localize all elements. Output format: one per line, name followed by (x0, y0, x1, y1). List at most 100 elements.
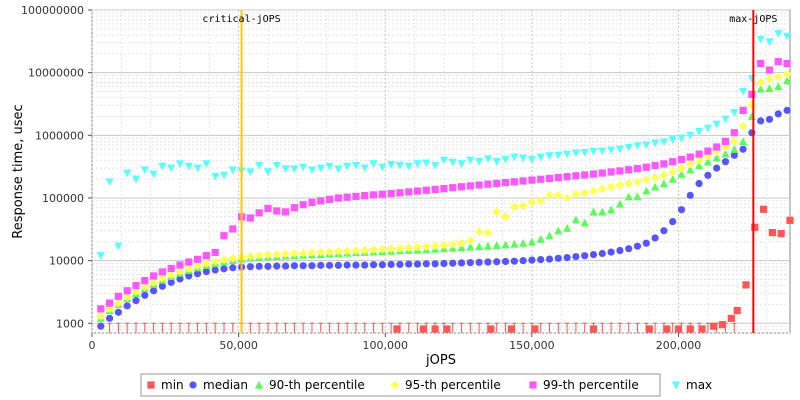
data-point-95-th-percentile (421, 242, 431, 251)
data-point-max (677, 134, 686, 143)
data-point-95-th-percentile (765, 74, 774, 84)
data-point-95-th-percentile (439, 240, 449, 250)
data-point-95-th-percentile (386, 244, 396, 254)
data-point-99-th-percentile (748, 90, 756, 98)
data-point-90-th-percentile (703, 157, 712, 166)
data-point-99-th-percentile (369, 191, 378, 199)
marker-lines: critical-jOPS max-jOPS (202, 10, 777, 333)
data-point-90-th-percentile (624, 192, 633, 201)
data-point-max (193, 164, 202, 173)
data-point-min (431, 325, 439, 333)
data-point-99-th-percentile (387, 189, 395, 198)
data-point-95-th-percentile (413, 242, 422, 252)
x-tick-label: 100,000 (363, 339, 409, 352)
data-point-median (765, 115, 774, 123)
data-point-95-th-percentile (773, 72, 783, 82)
y-axis: 1000 10000 100000 1000000 10000000 100000000 (21, 4, 92, 330)
data-point-min (443, 325, 451, 333)
data-point-99-th-percentile (519, 177, 527, 185)
data-point-99-th-percentile (528, 176, 536, 184)
y-tick-label: 10000000 (28, 67, 84, 80)
x-tick-label: 0 (89, 339, 96, 352)
data-point-max (228, 166, 237, 175)
data-point-95-th-percentile (245, 251, 255, 261)
data-point-99-th-percentile (273, 207, 281, 215)
data-point-median (114, 308, 122, 316)
data-point-99-th-percentile (290, 204, 298, 212)
data-point-min (589, 325, 598, 333)
data-point-median (123, 302, 131, 310)
data-point-max (140, 166, 149, 175)
data-point-99-th-percentile (299, 201, 307, 209)
data-point-99-th-percentile (537, 175, 545, 183)
data-point-max (668, 136, 677, 144)
data-point-95-th-percentile (659, 170, 669, 180)
data-point-median (607, 248, 615, 256)
data-point-99-th-percentile (352, 192, 360, 200)
data-point-max (290, 165, 299, 174)
data-point-95-th-percentile (263, 250, 273, 260)
data-point-95-th-percentile (369, 245, 378, 255)
data-point-median (149, 287, 158, 295)
legend-label-95-th-percentile: 95-th percentile (405, 378, 501, 392)
data-point-95-th-percentile (448, 239, 458, 249)
data-point-max (325, 162, 334, 171)
data-point-median (704, 171, 712, 179)
data-point-median (537, 255, 545, 264)
data-point-median (158, 282, 166, 290)
data-point-max (272, 161, 281, 170)
legend-label-max: max (686, 378, 712, 392)
data-point-95-th-percentile (228, 253, 238, 263)
data-point-median (739, 145, 747, 153)
data-point-95-th-percentile (597, 184, 607, 194)
data-point-95-th-percentile (580, 188, 590, 198)
data-point-max (395, 161, 404, 170)
data-point-median (519, 257, 527, 265)
legend-swatch-95-th-percentile (390, 380, 400, 390)
data-point-95-th-percentile (289, 249, 299, 258)
data-point-max (246, 168, 255, 177)
data-point-99-th-percentile (484, 180, 492, 188)
data-point-90-th-percentile (607, 205, 616, 214)
data-point-max (387, 161, 396, 169)
data-point-99-th-percentile (167, 264, 175, 273)
data-point-median (457, 259, 466, 267)
data-point-median (308, 262, 316, 270)
data-point-median (193, 270, 202, 278)
data-point-max (739, 87, 748, 96)
data-point-max (351, 161, 360, 170)
data-point-99-th-percentile (633, 164, 642, 173)
data-point-median (528, 256, 536, 264)
data-point-median (176, 275, 184, 283)
data-point-90-th-percentile (642, 186, 651, 195)
data-point-min (760, 205, 768, 213)
legend-item-median: median (189, 378, 248, 392)
data-point-95-th-percentile (685, 159, 695, 169)
data-point-max (492, 158, 501, 166)
data-point-95-th-percentile (694, 155, 704, 165)
data-point-99-th-percentile (466, 182, 474, 190)
data-point-median (343, 261, 351, 269)
data-point-max (281, 165, 290, 174)
data-point-90-th-percentile (536, 234, 545, 243)
data-point-99-th-percentile (730, 129, 738, 137)
data-point-max (756, 35, 765, 44)
data-point-max (369, 160, 378, 169)
data-point-max (149, 170, 158, 179)
data-point-min (768, 229, 777, 237)
data-point-min (786, 216, 794, 224)
data-point-max (422, 159, 431, 168)
data-point-median (730, 151, 738, 159)
data-point-90-th-percentile (554, 226, 563, 235)
data-point-median (132, 297, 140, 305)
x-tick-label: 200,000 (656, 339, 702, 352)
data-point-max (466, 156, 475, 165)
series-99-th-percentile (97, 58, 791, 313)
data-point-median (105, 314, 114, 322)
data-point-99-th-percentile (97, 305, 105, 313)
data-point-min (531, 325, 539, 333)
critical-jops-label: critical-jOPS (202, 14, 280, 25)
legend-item-max: max (672, 378, 712, 392)
data-point-95-th-percentile (113, 298, 123, 308)
data-point-min (710, 322, 718, 330)
